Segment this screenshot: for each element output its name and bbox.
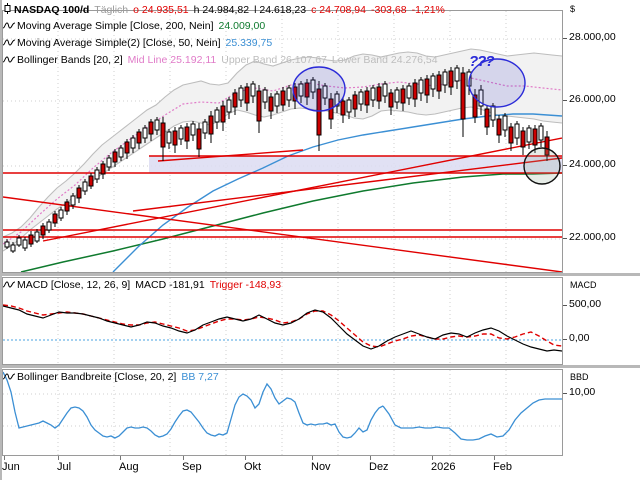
time-tick-mark <box>432 456 433 460</box>
price-tick-mark <box>563 100 567 101</box>
time-tick-mark <box>58 456 59 460</box>
macd-tick-label-0: 0,00 <box>569 332 590 344</box>
price-tick-label-24000: 24.000,00 <box>569 158 616 170</box>
price-tick-mark <box>563 38 567 39</box>
time-label-aug: Aug <box>119 461 139 473</box>
time-tick-mark <box>183 456 184 460</box>
bollinger-upper-line <box>3 48 562 238</box>
price-tick-mark <box>563 238 567 239</box>
price-axis-name: $ <box>570 4 576 14</box>
peak-marker-2-ellipse <box>468 58 526 108</box>
macd-chart-panel[interactable] <box>2 277 563 365</box>
rising-trendline-2 <box>132 157 562 212</box>
sma200-line <box>20 172 562 272</box>
macd-tick-label-500: 500,00 <box>569 298 602 310</box>
left-edge-border <box>0 0 2 480</box>
bollinger-band-envelope <box>3 49 562 251</box>
time-label-dez: Dez <box>369 461 389 473</box>
confluence-marker-circle <box>523 147 561 185</box>
time-tick-mark <box>120 456 121 460</box>
price-chart-panel[interactable] <box>2 10 563 273</box>
macd-vertical-gridlines <box>57 278 507 364</box>
macd-trigger-line <box>3 304 562 348</box>
bandbreite-line-tail <box>382 398 562 441</box>
macd-tick-mark <box>563 305 567 306</box>
macd-line <box>3 305 562 352</box>
rising-trendline-3 <box>157 149 304 162</box>
peak-marker-1-ellipse <box>292 66 346 112</box>
question-marks-annotation: ??? <box>469 53 494 70</box>
time-axis: Jun Jul Aug Sep Okt Nov Dez 2026 Feb <box>0 456 640 480</box>
time-label-okt: Okt <box>244 461 262 473</box>
bbd-tick-mark <box>563 393 567 394</box>
macd-chart-canvas <box>3 278 562 364</box>
time-label-feb: Feb <box>493 461 512 473</box>
price-tick-label-28000: 28.000,00 <box>569 31 616 43</box>
time-label-jun: Jun <box>2 461 20 473</box>
panel-divider-2 <box>0 365 640 368</box>
price-chart-canvas <box>3 11 562 272</box>
panel-divider-1 <box>0 273 640 276</box>
time-label-2026: 2026 <box>431 461 456 473</box>
time-tick-mark <box>4 456 5 460</box>
time-tick-mark <box>370 456 371 460</box>
bbd-tick-label-10: 10,00 <box>569 386 596 398</box>
candlestick-series <box>4 65 550 253</box>
time-tick-mark <box>312 456 313 460</box>
macd-axis-name: MACD <box>570 280 597 290</box>
bandbreite-chart-canvas <box>3 370 562 455</box>
bbd-axis-name: BBD <box>570 372 589 382</box>
time-tick-mark <box>494 456 495 460</box>
time-tick-mark <box>245 456 246 460</box>
price-tick-label-22000: 22.000,00 <box>569 231 616 243</box>
time-label-sep: Sep <box>182 461 202 473</box>
falling-trendline <box>3 196 562 272</box>
price-tick-mark <box>563 165 567 166</box>
time-label-nov: Nov <box>311 461 331 473</box>
macd-tick-mark <box>563 339 567 340</box>
time-label-jul: Jul <box>57 461 72 473</box>
bandbreite-chart-panel[interactable] <box>2 369 563 456</box>
price-tick-label-26000: 26.000,00 <box>569 93 616 105</box>
support-zone-band <box>149 156 562 173</box>
